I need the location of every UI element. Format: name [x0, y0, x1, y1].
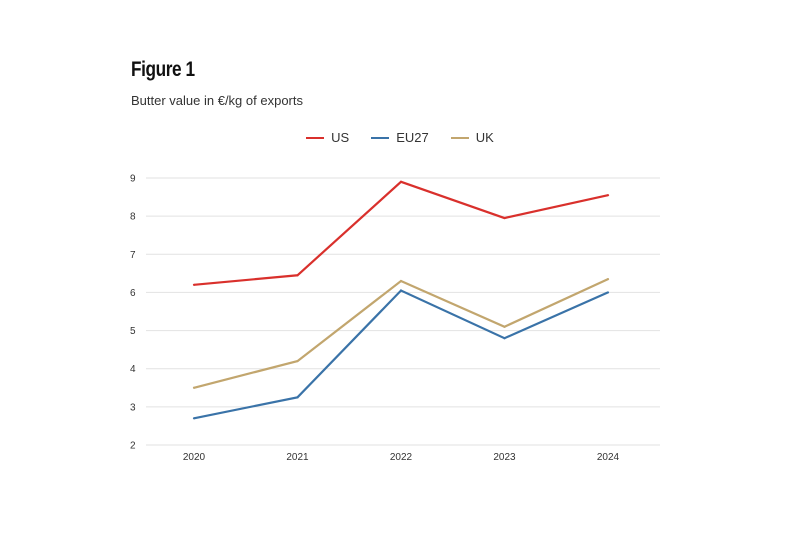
data-point-us-2020: [192, 283, 196, 286]
y-tick-label-3: 3: [130, 402, 136, 413]
legend-swatch-eu27: [371, 136, 390, 139]
legend-label-us: US: [331, 130, 350, 145]
data-point-eu27-2024: [606, 291, 610, 294]
y-tick-label-2: 2: [130, 441, 136, 452]
y-tick-label-7: 7: [130, 250, 136, 261]
data-point-uk-2022: [399, 279, 403, 283]
series-line-eu27: [193, 289, 609, 420]
series-line-uk: [193, 278, 609, 389]
data-point-uk-2021: [296, 359, 299, 363]
y-tick-label-8: 8: [130, 212, 136, 223]
y-tick-label-9: 9: [130, 174, 136, 185]
x-tick-label-2024: 2024: [597, 452, 620, 463]
legend-swatch-us: [306, 136, 325, 139]
figure-subtitle: Butter value in €/kg of exports: [131, 93, 303, 108]
x-tick-label-2023: 2023: [493, 452, 516, 463]
data-point-us-2021: [296, 274, 299, 277]
x-tick-label-2020: 2020: [183, 452, 206, 463]
legend-label-uk: UK: [475, 130, 494, 145]
data-point-uk-2023: [503, 325, 506, 328]
legend-label-eu27: EU27: [396, 130, 429, 145]
data-point-uk-2020: [192, 386, 196, 389]
legend-item-eu27: EU27: [371, 130, 429, 145]
legend-swatch-uk: [450, 136, 469, 139]
y-tick-label-5: 5: [130, 326, 136, 337]
legend-item-uk: UK: [450, 130, 494, 145]
data-point-us-2022: [399, 180, 403, 183]
legend-item-us: US: [306, 130, 349, 145]
y-tick-label-4: 4: [130, 364, 136, 375]
data-point-us-2023: [503, 216, 506, 220]
x-tick-label-2021: 2021: [286, 452, 309, 463]
y-tick-label-6: 6: [130, 288, 136, 299]
data-point-eu27-2022: [399, 289, 403, 292]
data-point-eu27-2023: [503, 337, 506, 340]
x-tick-label-2022: 2022: [390, 452, 413, 463]
series-line-us: [193, 180, 609, 286]
data-point-us-2024: [606, 194, 610, 197]
data-point-eu27-2020: [192, 417, 196, 420]
figure-title: Figure 1: [131, 58, 195, 81]
data-point-uk-2024: [606, 277, 610, 281]
data-point-eu27-2021: [296, 396, 299, 399]
chart-legend: US EU27 UK: [0, 130, 790, 145]
